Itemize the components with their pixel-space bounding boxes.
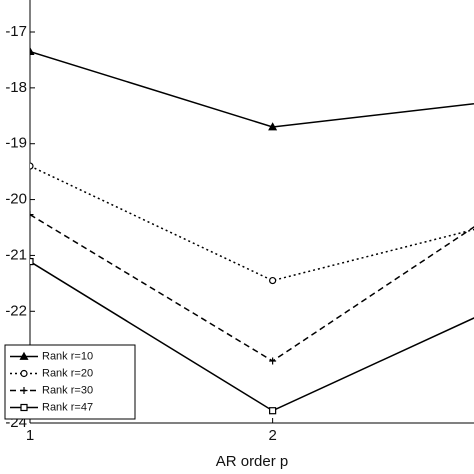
marker bbox=[20, 387, 28, 394]
marker bbox=[268, 122, 278, 131]
y-tick-label: -19 bbox=[5, 135, 27, 152]
legend: Rank r=10 Rank r=20 Rank r=30 Rank r=47 bbox=[4, 344, 136, 420]
marker bbox=[30, 162, 34, 170]
y-tick-label: -18 bbox=[5, 79, 27, 96]
plot-area bbox=[30, 46, 474, 415]
marker bbox=[30, 257, 34, 266]
marker bbox=[20, 403, 28, 412]
series-line bbox=[30, 50, 474, 128]
y-tick-label: -17 bbox=[5, 23, 27, 40]
marker bbox=[30, 46, 35, 55]
y-tick-label: -22 bbox=[5, 302, 27, 319]
x-tick-label: 1 bbox=[26, 427, 34, 444]
marker bbox=[269, 276, 277, 285]
marker bbox=[269, 357, 277, 365]
legend-label: Rank r=47 bbox=[42, 401, 93, 413]
x-tick-label: 2 bbox=[268, 427, 276, 444]
y-tick-label: -21 bbox=[5, 246, 27, 263]
legend-label: Rank r=30 bbox=[42, 384, 93, 396]
x-axis-label: AR order p bbox=[216, 453, 289, 470]
marker bbox=[20, 369, 28, 378]
marker bbox=[19, 351, 29, 360]
legend-label: Rank r=10 bbox=[42, 350, 93, 362]
marker bbox=[269, 407, 277, 415]
marker bbox=[30, 211, 34, 219]
series-line bbox=[30, 214, 474, 362]
y-tick-label: -20 bbox=[5, 191, 27, 208]
series-line bbox=[30, 165, 474, 282]
legend-label: Rank r=20 bbox=[42, 367, 93, 379]
